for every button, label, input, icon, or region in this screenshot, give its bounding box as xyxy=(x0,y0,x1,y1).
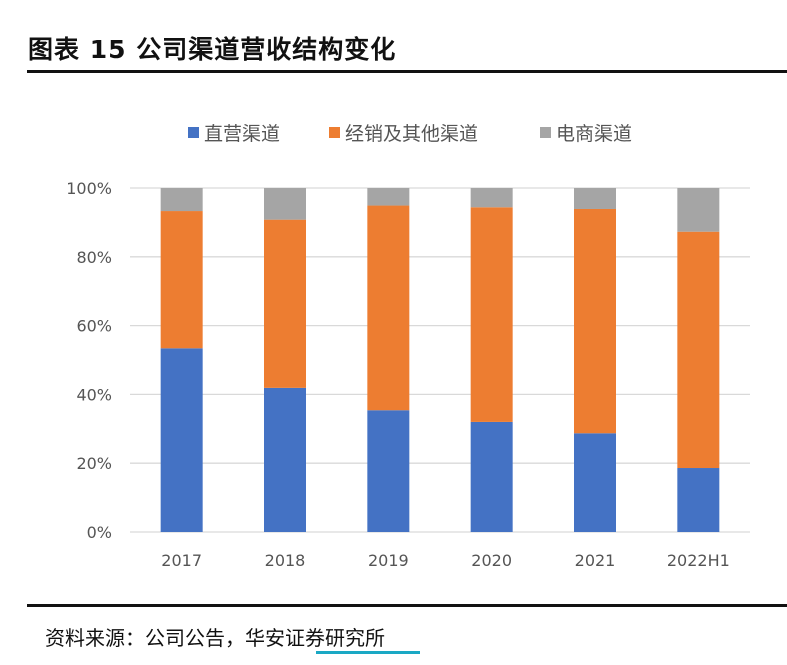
y-tick-label: 80% xyxy=(76,248,112,267)
source-note: 资料来源：公司公告，华安证券研究所 xyxy=(45,622,385,651)
legend-swatch xyxy=(540,127,551,138)
bar-segment xyxy=(677,188,720,232)
source-suffix: 研究所 xyxy=(325,626,385,650)
y-tick-label: 60% xyxy=(76,317,112,336)
x-tick-label: 2019 xyxy=(368,551,409,570)
x-tick-label: 2020 xyxy=(471,551,512,570)
legend-swatch xyxy=(329,127,340,138)
bar-segment xyxy=(160,211,203,349)
legend-label: 直营渠道 xyxy=(204,123,280,145)
footer-divider xyxy=(27,604,787,607)
stacked-bar-chart: 0% 20% 40% 60% 80% 100% 2017 2018 2019 2020 2021 20… xyxy=(66,123,750,570)
bar-segment xyxy=(367,410,410,532)
title-divider xyxy=(27,70,787,73)
legend-label: 经销及其他渠道 xyxy=(345,123,478,145)
source-highlight: 华安证券 xyxy=(245,626,325,650)
figure-title: 图表 15 公司渠道营收结构变化 xyxy=(28,35,397,64)
x-tick-label: 2017 xyxy=(161,551,202,570)
highlight-underline xyxy=(316,651,420,654)
bar-segment xyxy=(160,188,203,212)
bar-segment xyxy=(470,188,513,208)
bar-segment xyxy=(677,468,720,532)
y-tick-label: 20% xyxy=(76,454,112,473)
x-tick-label: 2022H1 xyxy=(667,551,730,570)
bar-segment xyxy=(160,348,203,532)
bar-segment xyxy=(470,207,513,422)
bar-segment xyxy=(264,219,306,388)
legend-label: 电商渠道 xyxy=(556,123,632,145)
bar-segment xyxy=(574,208,616,434)
source-prefix: 资料来源：公司公告， xyxy=(45,626,245,650)
bar-segment xyxy=(470,421,513,532)
y-tick-label: 100% xyxy=(66,179,112,198)
y-tick-label: 40% xyxy=(76,385,112,404)
bar-segment xyxy=(367,188,410,206)
bar-segment xyxy=(264,188,306,220)
legend-swatch xyxy=(188,127,199,138)
bar-segment xyxy=(367,205,410,411)
bar-segment xyxy=(677,231,720,469)
bar-segment xyxy=(574,433,616,532)
x-tick-label: 2021 xyxy=(575,551,616,570)
bar-segment xyxy=(574,188,616,209)
y-tick-label: 0% xyxy=(87,523,112,542)
x-tick-label: 2018 xyxy=(265,551,306,570)
bar-segment xyxy=(264,387,306,532)
